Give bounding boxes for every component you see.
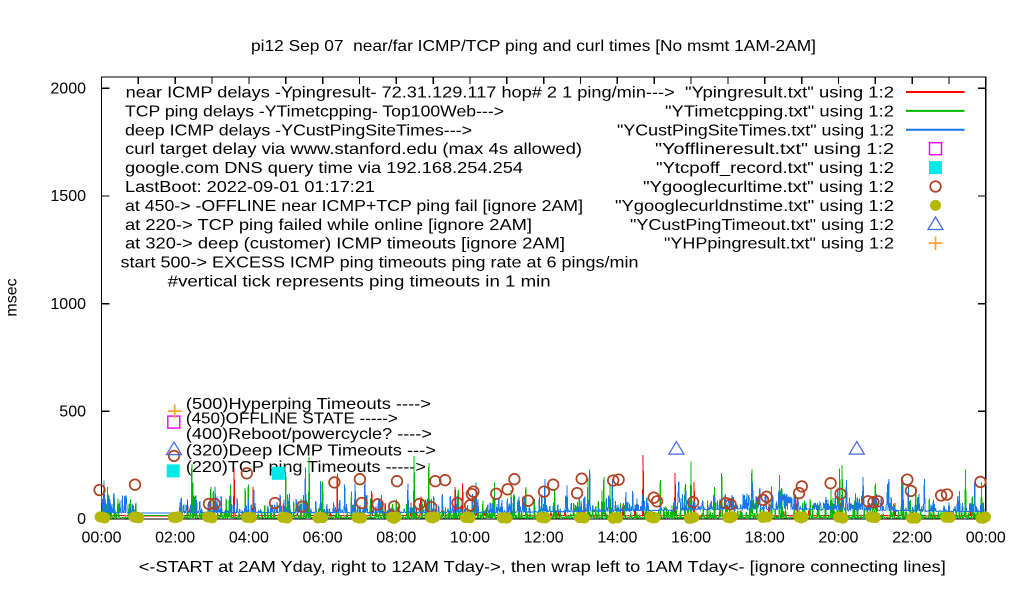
svg-text:(450)OFFLINE STATE ----->: (450)OFFLINE STATE -----> xyxy=(186,411,398,428)
svg-text:curl target delay via www.stan: curl target delay via www.stanford.edu (… xyxy=(125,141,582,158)
svg-text:08:00: 08:00 xyxy=(376,530,416,547)
svg-text:google.com DNS query time via: google.com DNS query time via 192.168.25… xyxy=(125,160,523,177)
svg-text:18:00: 18:00 xyxy=(745,530,785,547)
svg-text:<-START at 2AM Yday, right to: <-START at 2AM Yday, right to 12AM Tday-… xyxy=(139,559,946,576)
svg-text:12:00: 12:00 xyxy=(524,530,564,547)
svg-text:#vertical tick represents ping: #vertical tick represents ping timeouts … xyxy=(168,274,551,291)
svg-text:msec: msec xyxy=(4,278,21,316)
svg-text:"Ygooglecurldnstime.txt" using: "Ygooglecurldnstime.txt" using 1:2 xyxy=(615,198,894,215)
svg-text:TCP ping delays -YTimetcpping-: TCP ping delays -YTimetcpping- Top100Web… xyxy=(125,103,504,120)
svg-text:16:00: 16:00 xyxy=(671,530,711,547)
svg-text:04:00: 04:00 xyxy=(229,530,269,547)
svg-text:"YTimetcpping.txt" using 1:2: "YTimetcpping.txt" using 1:2 xyxy=(665,103,894,120)
svg-text:"YCustPingTimeout.txt" using 1: "YCustPingTimeout.txt" using 1:2 xyxy=(630,217,894,234)
svg-text:at 320-> deep (customer) ICMP: at 320-> deep (customer) ICMP timeouts [… xyxy=(125,236,565,253)
svg-text:(400)Reboot/powercycle? ---->: (400)Reboot/powercycle? ----> xyxy=(186,426,432,443)
svg-text:06:00: 06:00 xyxy=(303,530,343,547)
svg-text:"YHPpingresult.txt" using 1:2: "YHPpingresult.txt" using 1:2 xyxy=(664,236,894,253)
svg-text:"Ytcpoff_record.txt" using 1:2: "Ytcpoff_record.txt" using 1:2 xyxy=(656,160,894,177)
svg-text:2000: 2000 xyxy=(50,81,86,98)
svg-text:at 450-> -OFFLINE near ICMP+TC: at 450-> -OFFLINE near ICMP+TCP ping fai… xyxy=(125,198,583,215)
svg-text:02:00: 02:00 xyxy=(155,530,195,547)
svg-text:1500: 1500 xyxy=(50,188,86,205)
svg-text:"Yofflineresult.txt" using 1:2: "Yofflineresult.txt" using 1:2 xyxy=(655,141,894,158)
svg-text:LastBoot: 2022-09-01 01:17:21: LastBoot: 2022-09-01 01:17:21 xyxy=(125,179,375,196)
svg-text:"YCustPingSiteTimes.txt" using: "YCustPingSiteTimes.txt" using 1:2 xyxy=(617,122,894,139)
svg-text:"Ypingresult.txt" using 1:2: "Ypingresult.txt" using 1:2 xyxy=(685,85,894,102)
svg-text:00:00: 00:00 xyxy=(81,530,121,547)
svg-text:pi12 Sep 07 near/far ICMP/TCP: pi12 Sep 07 near/far ICMP/TCP ping and c… xyxy=(251,38,816,55)
svg-text:(320)Deep ICMP Timeouts --->: (320)Deep ICMP Timeouts ---> xyxy=(186,442,436,459)
svg-text:deep ICMP delays -YCustPingSit: deep ICMP delays -YCustPingSiteTimes---> xyxy=(125,122,472,139)
svg-text:500: 500 xyxy=(59,404,86,421)
svg-text:start 500-> EXCESS ICMP ping t: start 500-> EXCESS ICMP ping timeouts pi… xyxy=(121,255,639,272)
svg-text:"Ygooglecurltime.txt" using 1:: "Ygooglecurltime.txt" using 1:2 xyxy=(643,179,894,196)
svg-text:(500)Hyperping Timeouts ---->: (500)Hyperping Timeouts ----> xyxy=(186,396,431,413)
svg-text:20:00: 20:00 xyxy=(818,530,858,547)
svg-text:1000: 1000 xyxy=(50,296,86,313)
svg-text:22:00: 22:00 xyxy=(892,530,932,547)
svg-text:10:00: 10:00 xyxy=(450,530,490,547)
svg-text:near ICMP delays -Ypingresult-: near ICMP delays -Ypingresult- 72.31.129… xyxy=(126,85,675,102)
svg-text:00:00: 00:00 xyxy=(966,530,1006,547)
svg-text:14:00: 14:00 xyxy=(597,530,637,547)
svg-text:0: 0 xyxy=(77,511,86,528)
svg-text:at 220-> TCP ping failed while: at 220-> TCP ping failed while online [i… xyxy=(125,217,532,234)
